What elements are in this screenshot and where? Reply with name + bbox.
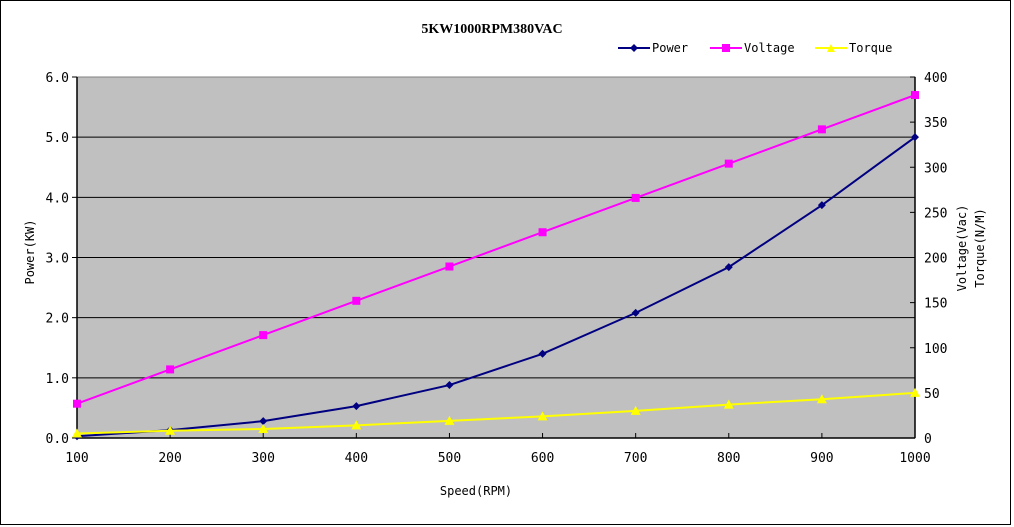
data-point: [166, 365, 175, 374]
data-point: [817, 201, 826, 210]
data-point: [538, 349, 547, 358]
legend-label-power: Power: [652, 41, 688, 55]
x-tick-label: 900: [810, 451, 833, 466]
data-point: [444, 415, 455, 425]
data-point: [816, 394, 827, 404]
legend-item-voltage: Voltage: [710, 41, 795, 55]
data-point: [724, 159, 733, 168]
data-point: [538, 228, 547, 237]
legend-label-voltage: Voltage: [744, 41, 795, 55]
diamond-marker-icon: [630, 44, 638, 52]
data-point: [537, 411, 548, 421]
y-axis-label: Power(KW): [23, 219, 37, 284]
x-tick-label: 800: [717, 451, 740, 466]
x-tick-label: 300: [251, 451, 274, 466]
y2-tick-label: 150: [924, 297, 947, 312]
series-layer: [72, 91, 920, 441]
data-point: [73, 399, 81, 408]
data-point: [445, 381, 454, 390]
y-tick-label: 5.0: [46, 131, 69, 146]
data-point: [817, 125, 826, 134]
data-point: [911, 91, 919, 100]
x-tick-label: 100: [65, 451, 88, 466]
data-point: [72, 428, 82, 438]
x-tick-label: 200: [158, 451, 181, 466]
data-point: [352, 402, 361, 411]
y-tick-label: 4.0: [46, 191, 69, 206]
gridlines: [77, 136, 915, 379]
data-point: [165, 425, 176, 435]
x-tick-label: 500: [438, 451, 461, 466]
data-point: [259, 417, 268, 426]
chart-title: 5KW1000RPM380VAC: [421, 22, 562, 37]
y-tick-label: 6.0: [46, 71, 69, 86]
data-point: [259, 331, 268, 340]
x-tick-label: 1000: [899, 451, 930, 466]
y2-tick-label: 350: [924, 116, 947, 131]
y2-tick-label: 100: [924, 342, 947, 357]
square-marker-icon: [722, 44, 730, 52]
y2-tick-label: 0: [924, 432, 932, 447]
y-tick-label: 3.0: [46, 252, 69, 267]
x-tick-label: 600: [531, 451, 554, 466]
y-tick-label: 1.0: [46, 372, 69, 387]
triangle-marker-icon: [827, 44, 835, 52]
legend-item-torque: Torque: [815, 41, 892, 55]
y-tick-label: 0.0: [46, 432, 69, 447]
data-point: [352, 296, 361, 305]
y2-axis-label-torque: Torque(N/M): [973, 208, 987, 287]
legend-item-power: Power: [618, 41, 688, 55]
y2-tick-label: 200: [924, 252, 947, 267]
y2-tick-label: 300: [924, 161, 947, 176]
legend: Power Voltage Torque: [618, 41, 892, 55]
data-point: [724, 263, 733, 272]
series-voltage: [73, 91, 919, 408]
data-point: [723, 399, 734, 409]
data-point: [910, 387, 920, 397]
data-point: [630, 405, 641, 415]
data-point: [911, 133, 919, 142]
x-tick-label: 700: [624, 451, 647, 466]
x-tick-label: 400: [345, 451, 368, 466]
y2-tick-label: 400: [924, 71, 947, 86]
y2-tick-label: 50: [924, 387, 940, 402]
series-torque: [72, 387, 920, 438]
y2-axis-label-voltage: Voltage(Vac): [955, 205, 969, 292]
data-point: [631, 193, 640, 202]
legend-label-torque: Torque: [849, 41, 892, 55]
data-point: [445, 262, 454, 271]
data-point: [631, 308, 640, 317]
y-tick-label: 2.0: [46, 312, 69, 327]
data-point: [258, 423, 269, 433]
y2-tick-label: 250: [924, 206, 947, 221]
x-axis-label: Speed(RPM): [440, 484, 512, 498]
data-point: [351, 420, 362, 430]
